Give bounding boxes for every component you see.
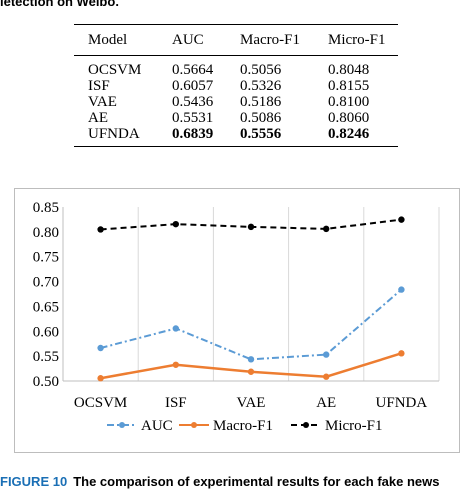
figure-caption: FIGURE 10 The comparison of experimental …: [0, 474, 439, 489]
column-header: Micro-F1: [328, 32, 386, 48]
table-row: UFNDA 0.6839 0.5556 0.8246: [74, 126, 398, 147]
column-header: AUC: [172, 32, 204, 48]
y-tick-label: 0.70: [33, 275, 59, 291]
x-tick-label: VAE: [237, 395, 266, 411]
figure-number: FIGURE 10: [0, 474, 68, 489]
table-cell-model: ISF: [88, 78, 110, 94]
data-point-micro-f1: [247, 223, 255, 231]
x-tick-label: UFNDA: [376, 395, 428, 411]
table-cell-auc: 0.6839: [172, 126, 214, 142]
data-point-micro-f1: [172, 220, 179, 228]
top-caption: letection on Weibo.: [0, 0, 119, 9]
x-tick-label: ISF: [165, 395, 187, 411]
figure-caption-text: The comparison of experimental results f…: [73, 474, 440, 489]
table-cell-micro-f1: 0.8246: [328, 126, 370, 142]
table-row: VAE 0.5436 0.5186 0.8100: [74, 94, 398, 110]
y-tick-label: 0.60: [33, 324, 59, 340]
line-chart: 0.50 0.55 0.60 0.65 0.70 0.75 0.80 0.85 OCSVM ISF…: [33, 200, 440, 434]
legend-label: AUC: [141, 418, 173, 434]
legend-marker-macro-f1: [191, 422, 197, 428]
x-tick-label: OCSVM: [74, 395, 127, 411]
data-point-macro-f1: [247, 368, 255, 375]
results-table: Model AUC Macro-F1 Micro-F1 OCSVM 0.5664 0…: [74, 24, 398, 147]
table-cell-model: UFNDA: [88, 126, 140, 142]
table-cell-macro-f1: 0.5326: [240, 78, 282, 94]
legend-label: Macro-F1: [213, 418, 273, 434]
legend-marker-auc: [119, 422, 125, 428]
table-cell-model: VAE: [88, 94, 117, 110]
data-point-auc: [323, 351, 330, 358]
table-cell-auc: 0.6057: [172, 78, 214, 94]
y-tick-label: 0.55: [33, 349, 59, 365]
y-tick-label: 0.85: [33, 200, 59, 216]
table-cell-macro-f1: 0.5056: [240, 62, 282, 78]
series-line-auc: [100, 288, 403, 361]
table-cell-macro-f1: 0.5556: [240, 126, 282, 142]
y-tick-label: 0.50: [33, 374, 59, 390]
table-cell-auc: 0.5531: [172, 110, 214, 126]
x-tick-label: AE: [316, 395, 336, 411]
y-tick-label: 0.80: [33, 225, 59, 241]
data-point-micro-f1: [97, 226, 104, 233]
data-point-macro-f1: [323, 373, 330, 380]
data-point-auc: [398, 286, 405, 293]
table-cell-macro-f1: 0.5186: [240, 94, 282, 110]
table-cell-micro-f1: 0.8100: [328, 94, 370, 110]
legend-label: Micro-F1: [325, 418, 383, 434]
table-row: ISF 0.6057 0.5326 0.8155: [74, 78, 398, 94]
data-point-auc: [172, 325, 179, 332]
table-cell-model: AE: [88, 110, 108, 126]
data-point-micro-f1: [323, 225, 330, 233]
data-point-macro-f1: [398, 350, 405, 357]
table-cell-model: OCSVM: [88, 62, 142, 78]
y-tick-label: 0.75: [33, 250, 59, 266]
table-cell-micro-f1: 0.8060: [328, 110, 370, 126]
table-cell-auc: 0.5664: [172, 62, 214, 78]
table-row: OCSVM 0.5664 0.5056 0.8048: [74, 56, 398, 79]
table-cell-macro-f1: 0.5086: [240, 110, 282, 126]
data-point-auc: [247, 356, 255, 363]
data-point-macro-f1: [97, 375, 104, 382]
data-point-micro-f1: [398, 216, 405, 223]
chart-area: 0.50 0.55 0.60 0.65 0.70 0.75 0.80 0.85 OCSVM ISF…: [14, 188, 460, 453]
column-header: Model: [88, 32, 128, 48]
table-cell-auc: 0.5436: [172, 94, 214, 110]
column-header: Macro-F1: [240, 32, 300, 48]
table-row: AE 0.5531 0.5086 0.8060: [74, 110, 398, 126]
table-cell-micro-f1: 0.8155: [328, 78, 370, 94]
legend-marker-micro-f1: [303, 422, 309, 428]
data-point-macro-f1: [172, 361, 179, 368]
y-tick-label: 0.65: [33, 299, 59, 315]
data-point-auc: [97, 344, 104, 352]
table-header-row: Model AUC Macro-F1 Micro-F1: [74, 24, 398, 56]
table-cell-micro-f1: 0.8048: [328, 62, 370, 78]
